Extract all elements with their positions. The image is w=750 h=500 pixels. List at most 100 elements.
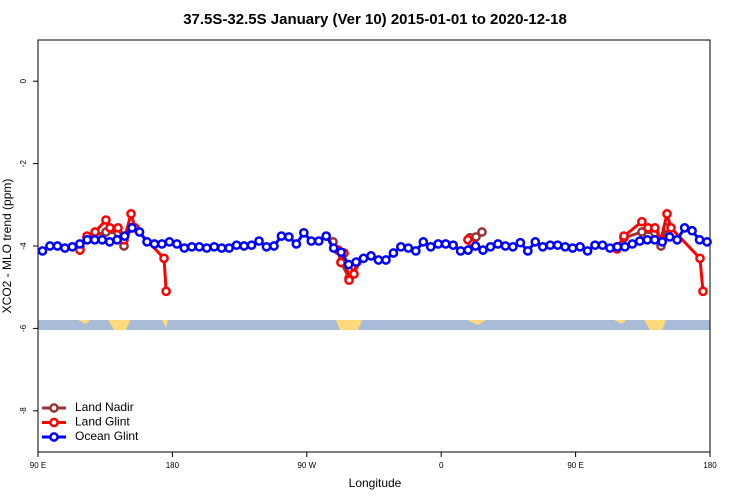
point <box>209 241 220 252</box>
point <box>410 246 421 256</box>
point <box>366 251 376 261</box>
legend-label: Land Nadir <box>75 400 134 414</box>
point <box>560 241 570 252</box>
point <box>537 241 548 252</box>
point <box>418 237 429 247</box>
point <box>590 240 600 251</box>
point <box>637 216 647 227</box>
point <box>246 240 257 251</box>
x-tick-label: 180 <box>703 461 717 470</box>
point <box>37 246 48 256</box>
legend-marker <box>49 417 59 428</box>
point <box>89 234 100 245</box>
point <box>373 255 384 265</box>
point <box>351 257 361 267</box>
point <box>52 241 63 251</box>
point <box>328 243 339 253</box>
point <box>597 240 608 251</box>
point <box>500 241 511 251</box>
point <box>657 237 668 247</box>
point <box>477 227 487 237</box>
point <box>695 253 705 264</box>
point <box>164 237 175 247</box>
point <box>90 227 100 237</box>
point <box>605 243 615 253</box>
point <box>627 239 638 249</box>
point <box>149 239 160 249</box>
point <box>463 245 473 255</box>
point <box>67 241 78 252</box>
x-tick-label: 180 <box>166 461 180 470</box>
point <box>172 239 182 249</box>
point <box>254 236 264 246</box>
point <box>134 227 145 237</box>
point <box>552 240 563 251</box>
point <box>515 237 526 248</box>
point <box>201 243 212 253</box>
y-tick-label: -2 <box>19 159 28 167</box>
point <box>485 241 496 252</box>
point <box>612 241 623 252</box>
point <box>306 236 317 246</box>
point <box>620 241 630 252</box>
point <box>298 227 309 238</box>
point <box>381 255 391 265</box>
point <box>82 234 93 245</box>
y-tick-label: -8 <box>19 407 28 415</box>
point <box>425 241 436 252</box>
y-tick-label: -4 <box>19 242 28 250</box>
x-tick-label: 90 E <box>30 461 46 470</box>
point <box>186 241 197 252</box>
point <box>634 236 645 246</box>
point <box>119 231 130 241</box>
point <box>159 253 169 264</box>
point <box>194 241 205 252</box>
point <box>396 241 406 252</box>
point <box>261 241 272 252</box>
point <box>545 240 556 251</box>
y-axis-label: XCO2 - MLO trend (ppm) <box>0 179 14 314</box>
point <box>284 232 294 242</box>
x-tick-label: 90 E <box>567 461 583 470</box>
point <box>358 253 369 264</box>
point <box>530 237 541 247</box>
point <box>105 223 115 233</box>
point <box>224 243 234 253</box>
point <box>216 243 227 253</box>
legend-marker <box>49 403 59 413</box>
point <box>269 241 279 251</box>
point <box>664 232 675 242</box>
point <box>344 275 354 286</box>
point <box>97 234 108 245</box>
point <box>74 239 85 249</box>
point <box>687 225 697 236</box>
point <box>455 246 466 256</box>
point <box>666 223 676 233</box>
point <box>698 286 708 297</box>
point <box>313 236 324 246</box>
point <box>679 223 690 233</box>
point <box>619 231 629 241</box>
point <box>403 243 414 253</box>
map-strip <box>38 320 710 330</box>
point <box>522 246 533 256</box>
point <box>60 243 70 253</box>
point <box>161 286 171 297</box>
point <box>448 240 458 251</box>
chart-title: 37.5S-32.5S January (Ver 10) 2015-01-01 … <box>183 11 567 28</box>
point <box>291 239 302 249</box>
point <box>142 237 152 247</box>
point <box>101 215 111 225</box>
point <box>276 231 287 241</box>
point <box>694 234 705 245</box>
point <box>321 231 332 241</box>
point <box>112 234 122 245</box>
point <box>343 259 354 270</box>
point <box>239 241 249 251</box>
x-tick-label: 90 W <box>297 461 316 470</box>
x-axis-label: Longitude <box>349 476 402 490</box>
point <box>231 240 242 251</box>
legend-label: Ocean Glint <box>75 429 139 443</box>
point <box>702 237 712 247</box>
